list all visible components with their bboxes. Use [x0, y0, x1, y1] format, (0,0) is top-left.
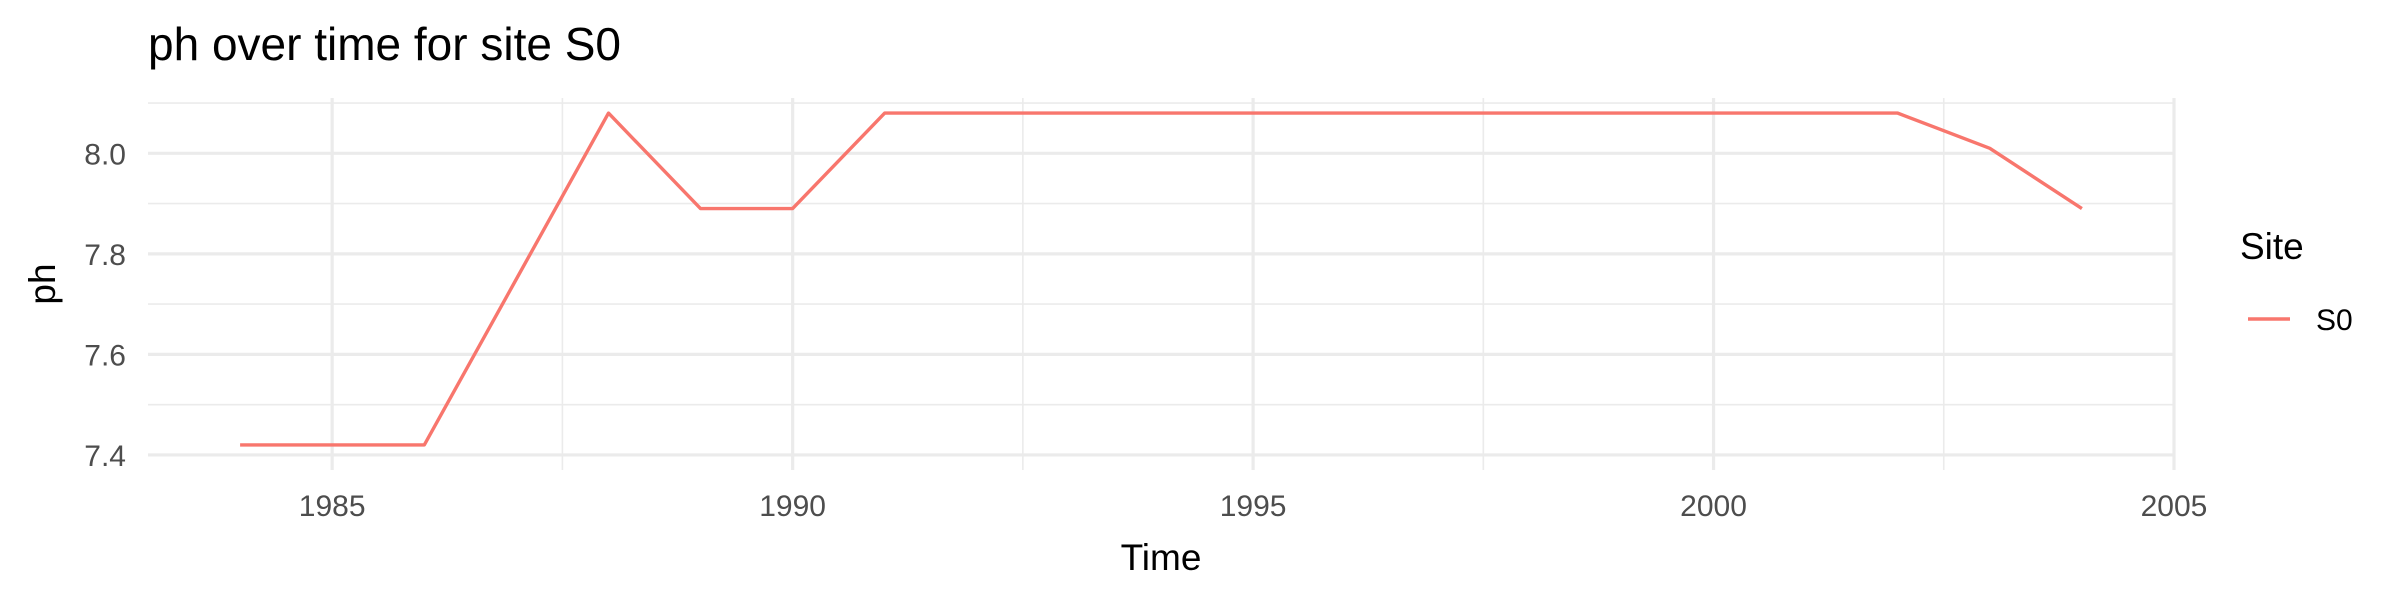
y-tick-label: 7.8: [84, 239, 126, 272]
x-tick-label: 1985: [299, 490, 366, 523]
y-tick-label: 7.4: [84, 440, 126, 473]
x-tick-label: 1995: [1220, 490, 1287, 523]
y-axis-ticks: 7.4 7.6 7.8 8.0: [84, 138, 126, 473]
series-layer: [240, 111, 2083, 447]
chart-title: ph over time for site S0: [148, 18, 621, 70]
x-tick-label: 1990: [759, 490, 826, 523]
legend-title: Site: [2240, 226, 2304, 267]
y-axis-title: ph: [22, 263, 63, 304]
legend: Site S0: [2240, 226, 2353, 337]
x-axis-title: Time: [1121, 537, 1202, 578]
y-tick-label: 8.0: [84, 138, 126, 171]
x-axis-ticks: 1985 1990 1995 2000 2005: [299, 490, 2208, 523]
legend-label: S0: [2316, 304, 2353, 337]
x-tick-label: 2000: [1680, 490, 1747, 523]
x-tick-label: 2005: [2141, 490, 2208, 523]
y-tick-label: 7.6: [84, 339, 126, 372]
series-line-S0: [240, 111, 2083, 447]
legend-items: S0: [2248, 304, 2353, 337]
grid: [148, 98, 2176, 470]
